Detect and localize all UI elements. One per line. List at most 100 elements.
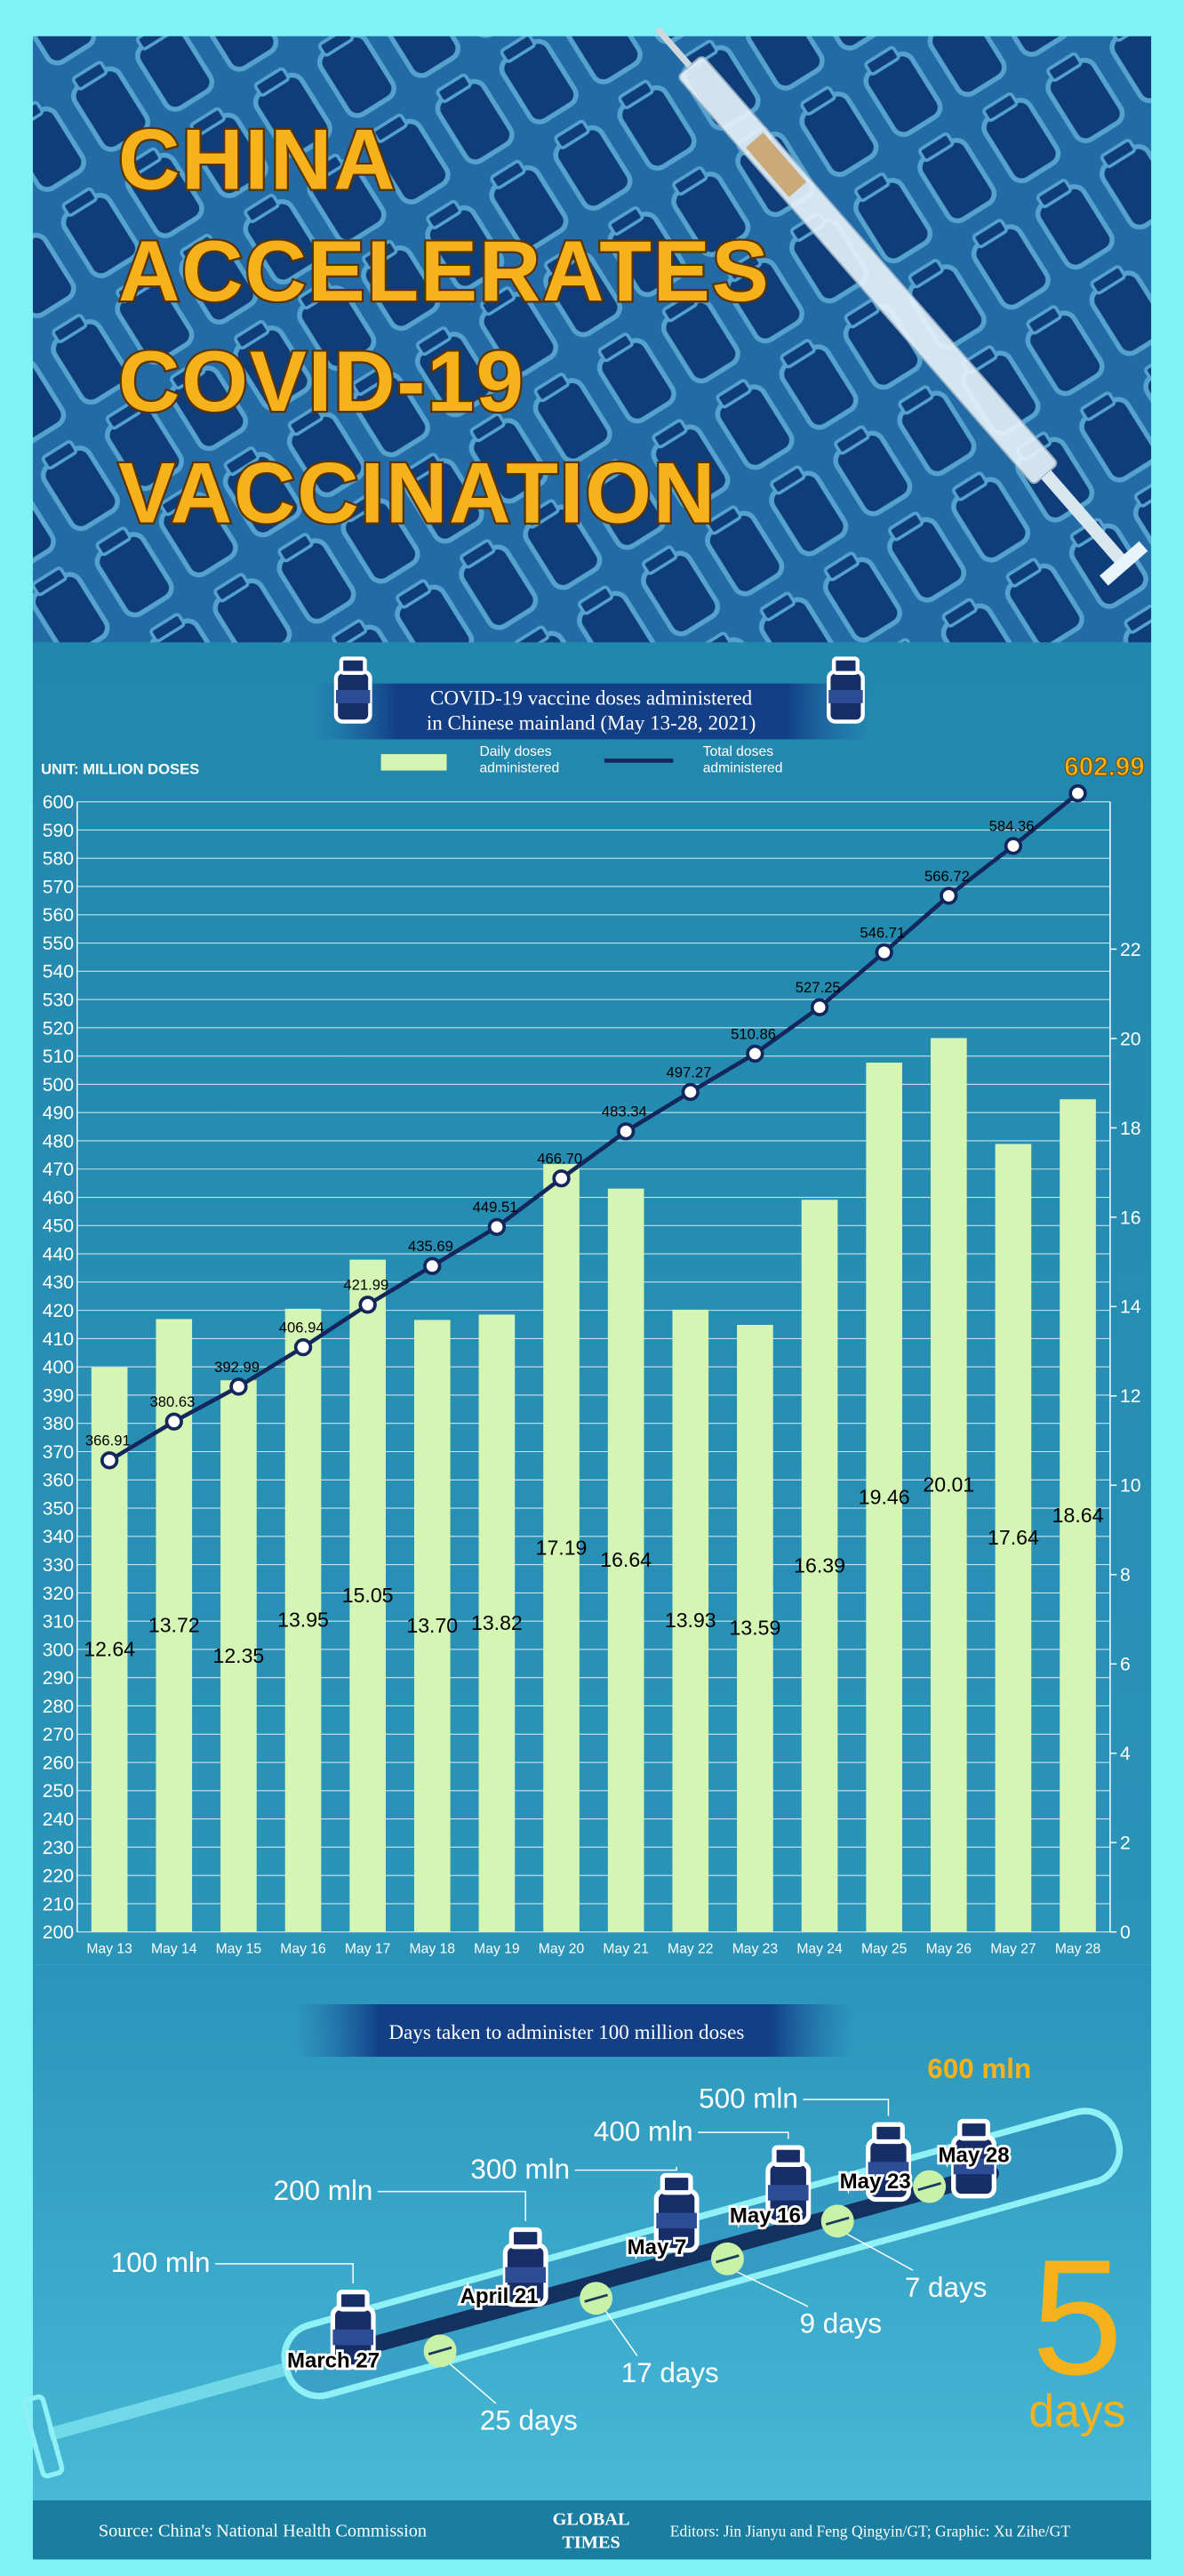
vial-cap <box>772 2145 805 2168</box>
x-tick-label: May 22 <box>668 1942 713 1957</box>
y-tick-label: 230 <box>43 1837 74 1858</box>
y-tick-label: 250 <box>43 1780 74 1802</box>
source: Source: China's National Health Commissi… <box>99 2522 427 2541</box>
interval-dot-mark <box>716 2254 740 2264</box>
timeline-title-banner <box>295 2003 854 2058</box>
milestone-date: May 28 <box>938 2143 1009 2167</box>
y-tick-label: 430 <box>43 1272 74 1293</box>
bar <box>930 1038 967 1932</box>
header-syringe <box>654 26 1148 586</box>
vial-icon <box>765 2145 812 2225</box>
vial-label <box>953 2158 995 2175</box>
y-tick-label: 400 <box>43 1357 74 1378</box>
vial-label <box>335 690 371 703</box>
final-number: 5 <box>1032 2227 1124 2410</box>
line-marker <box>229 1377 248 1396</box>
bar-value-label: 20.01 <box>923 1473 974 1496</box>
y-tick-label: 500 <box>43 1074 74 1095</box>
line-value-label: 527.25 <box>796 979 841 996</box>
y-tick-label: 340 <box>43 1526 74 1547</box>
x-tick-label: May 26 <box>926 1942 972 1957</box>
line-value-label: 380.63 <box>150 1393 196 1410</box>
chart-title: in Chinese mainland (May 13-28, 2021) <box>427 710 756 734</box>
header-title: ACCELERATES <box>118 224 771 319</box>
line-value-label: 449.51 <box>473 1199 518 1216</box>
x-tick-label: May 23 <box>732 1942 779 1957</box>
line-marker <box>487 1217 507 1237</box>
milestone-amount: 300 mln <box>470 2154 570 2185</box>
x-tick-label: May 28 <box>1055 1942 1101 1957</box>
milestone-amount: 200 mln <box>274 2175 373 2206</box>
vial-cap <box>508 2227 542 2250</box>
chart-title: COVID-19 vaccine doses administered <box>430 686 753 710</box>
bar <box>284 1308 322 1932</box>
interval-label: 25 days <box>480 2404 578 2436</box>
line-marker <box>875 943 893 962</box>
x-tick-label: May 24 <box>796 1942 843 1957</box>
milestone-leader <box>803 2099 890 2116</box>
y-tick-label: 590 <box>43 820 74 841</box>
y-tick-label: 600 <box>43 791 74 813</box>
line-marker <box>940 887 958 905</box>
interval-label: 9 days <box>800 2307 883 2339</box>
y-tick-label: 520 <box>43 1017 74 1039</box>
line-value-label: 510.86 <box>731 1025 776 1042</box>
header-title: CHINA <box>118 113 396 208</box>
y-tick-label: 240 <box>43 1809 74 1830</box>
vial-icon <box>951 2118 996 2199</box>
bar-value-label: 13.82 <box>471 1611 523 1634</box>
y-tick-label: 380 <box>43 1413 74 1434</box>
line-value-label: 421.99 <box>343 1277 388 1294</box>
y-tick-label: 360 <box>43 1470 74 1491</box>
milestone-date: April 21 <box>460 2284 539 2308</box>
bar <box>1060 1099 1096 1932</box>
line-marker <box>1068 783 1087 803</box>
interval-label: 17 days <box>621 2357 719 2388</box>
line-value-label: 566.72 <box>924 868 970 885</box>
milestone-leader <box>574 2166 677 2171</box>
chart-title-banner <box>312 683 871 740</box>
interval-leader <box>449 2363 497 2404</box>
y-tick-label: 330 <box>43 1554 74 1576</box>
vial-label <box>332 2329 374 2346</box>
y-tick-label: 390 <box>43 1384 74 1406</box>
y2-tick-label: 10 <box>1120 1475 1141 1497</box>
y2-tick-label: 0 <box>1120 1922 1131 1943</box>
line-marker <box>100 1451 119 1470</box>
bar-value-label: 17.19 <box>536 1536 588 1559</box>
line-marker <box>617 1122 636 1141</box>
logo: TIMES <box>562 2532 620 2552</box>
y-tick-label: 470 <box>43 1159 74 1180</box>
bar-value-label: 15.05 <box>342 1584 394 1607</box>
interval-leader <box>737 2271 809 2307</box>
line-marker <box>423 1256 442 1275</box>
bar-value-label: 16.64 <box>600 1548 652 1571</box>
vial-icon <box>653 2172 700 2253</box>
interval-label: 7 days <box>905 2272 988 2303</box>
milestone-leader <box>377 2190 526 2221</box>
header-shade <box>32 36 1152 643</box>
bar-value-label: 13.93 <box>665 1609 716 1632</box>
x-tick-label: May 13 <box>86 1942 132 1957</box>
y-tick-label: 220 <box>43 1866 74 1887</box>
unit-label: UNIT: MILLION DOSES <box>41 760 199 777</box>
y-tick-label: 210 <box>43 1893 74 1914</box>
bar-value-label: 13.72 <box>148 1613 200 1636</box>
vial-icon <box>333 656 372 724</box>
y-tick-label: 490 <box>43 1103 74 1124</box>
legend-label: Total doses administered <box>703 744 783 775</box>
x-tick-label: May 17 <box>345 1942 390 1957</box>
line-marker <box>164 1412 183 1431</box>
interval-leader <box>846 2233 914 2271</box>
line-marker <box>358 1296 377 1314</box>
y-tick-label: 200 <box>43 1922 74 1943</box>
total-value-label: 602.99 <box>1064 752 1144 782</box>
bar <box>478 1314 516 1932</box>
bar <box>995 1144 1032 1932</box>
y-tick-label: 270 <box>43 1724 74 1745</box>
line-value-label: 435.69 <box>408 1238 453 1255</box>
bar <box>349 1259 386 1932</box>
y-tick-label: 560 <box>43 904 74 926</box>
milestone-date: May 16 <box>730 2204 801 2228</box>
